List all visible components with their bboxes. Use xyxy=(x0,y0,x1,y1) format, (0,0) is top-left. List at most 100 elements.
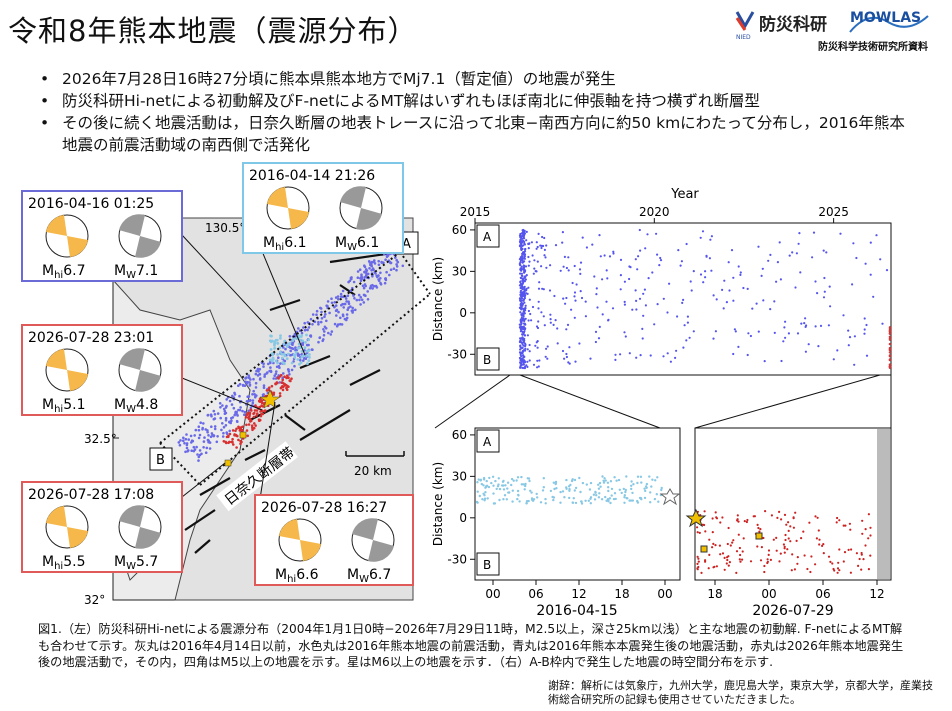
point-blue xyxy=(885,269,889,272)
map-dot-blue xyxy=(371,287,374,290)
point-cyan xyxy=(523,488,526,491)
point-red xyxy=(784,538,787,542)
point-red xyxy=(696,531,699,534)
point-blue xyxy=(783,326,786,329)
point-cyan xyxy=(498,498,501,502)
point-blue xyxy=(641,327,644,330)
point-red xyxy=(770,514,773,517)
point-blue xyxy=(690,289,693,292)
map-dot-blue xyxy=(395,268,398,272)
point-blue xyxy=(761,267,764,270)
map-dot-blue xyxy=(219,406,222,409)
map-dot-blue xyxy=(324,327,328,330)
hi-magnitude: Mhi5.5 xyxy=(42,554,85,572)
point-cyan xyxy=(623,496,626,499)
point-blue xyxy=(519,276,522,279)
map-dot-cyan xyxy=(280,356,284,360)
map-dot-blue xyxy=(231,394,234,398)
point-red xyxy=(848,522,851,525)
point-blue xyxy=(642,314,645,317)
point-red xyxy=(742,537,745,540)
map-dot-red xyxy=(227,434,230,438)
logo-subtitle: 防災科学技術研究所資料 xyxy=(818,42,928,53)
point-cyan xyxy=(630,480,633,483)
map-dot-blue xyxy=(208,447,212,450)
point-red xyxy=(737,533,740,536)
point-cyan xyxy=(631,491,634,495)
point-blue xyxy=(549,318,552,321)
map-dot-red xyxy=(245,429,249,432)
point-blue xyxy=(746,353,749,357)
point-blue xyxy=(635,299,638,302)
map-dot-blue xyxy=(248,381,251,384)
map-dot-blue xyxy=(318,336,322,339)
point-cyan xyxy=(542,477,545,480)
point-cyan xyxy=(524,484,527,488)
point-cyan xyxy=(625,475,628,478)
map-dot-blue xyxy=(374,272,377,275)
map-dot-blue xyxy=(357,293,361,297)
point-blue xyxy=(675,349,678,352)
point-blue xyxy=(573,264,576,268)
map-dot-blue xyxy=(365,269,369,272)
map-dot-blue xyxy=(216,412,220,415)
point-blue xyxy=(639,249,642,252)
map-dot-blue xyxy=(177,441,181,444)
point-blue xyxy=(804,350,807,353)
map-dot-cyan xyxy=(308,353,311,356)
point-blue xyxy=(574,299,577,302)
map-dot-blue xyxy=(361,284,365,288)
point-red xyxy=(864,528,867,531)
chart-2026: 18 00 06 12 2026-07-29 xyxy=(685,427,892,619)
point-blue xyxy=(704,276,707,279)
point-red xyxy=(696,526,699,529)
point-cyan xyxy=(626,497,629,500)
point-red xyxy=(721,516,724,519)
point-blue xyxy=(681,301,684,304)
beachball-quad xyxy=(356,208,382,230)
point-cyan xyxy=(552,481,555,484)
point-blue xyxy=(784,336,787,339)
map-dot-cyan xyxy=(283,354,287,358)
mechanism-2: 2016-04-14 21:26 Mhi6.1 MW6.1 xyxy=(242,162,404,254)
point-cyan xyxy=(476,501,479,504)
point-blue xyxy=(647,277,650,280)
map-dot-blue xyxy=(207,440,210,444)
point-cyan xyxy=(623,501,626,504)
map-dot-red xyxy=(279,373,283,377)
map-dot-red xyxy=(280,381,284,384)
map-dot-blue xyxy=(275,370,278,373)
m5-square xyxy=(239,431,247,439)
map-dot-blue xyxy=(254,394,258,397)
map-dot-cyan xyxy=(290,361,294,365)
map-dot-blue xyxy=(282,346,285,349)
point-blue xyxy=(593,275,596,278)
point-blue xyxy=(791,251,794,254)
map-dot-red xyxy=(247,416,250,419)
point-blue xyxy=(522,344,525,347)
point-cyan xyxy=(589,497,592,500)
point-blue xyxy=(526,360,529,363)
point-red xyxy=(775,549,778,552)
map-dot-blue xyxy=(392,267,396,270)
point-blue xyxy=(828,285,831,288)
map-dot-red xyxy=(224,441,228,445)
point-red xyxy=(697,557,700,560)
map-dot-blue xyxy=(337,297,340,301)
map-dot-red xyxy=(228,432,232,436)
point-cyan xyxy=(482,484,485,487)
point-blue xyxy=(666,352,669,355)
point-blue xyxy=(579,261,583,264)
map-dot-blue xyxy=(309,335,313,338)
point-blue xyxy=(548,289,552,292)
map-dot-blue xyxy=(224,411,228,415)
map-dot-blue xyxy=(247,409,250,413)
point-blue xyxy=(788,254,791,257)
map-dot-cyan xyxy=(279,334,282,337)
point-red xyxy=(712,542,715,545)
map-dot-blue xyxy=(339,295,343,298)
y-tick-label: 60 xyxy=(452,223,467,237)
point-blue xyxy=(804,317,807,320)
map-dot-blue xyxy=(384,277,388,280)
map-dot-blue xyxy=(341,302,344,306)
